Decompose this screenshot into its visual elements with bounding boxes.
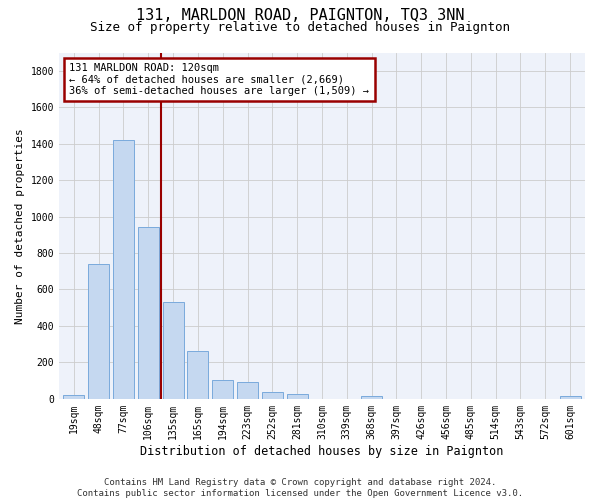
- Bar: [138, 228, 159, 399]
- Text: 131, MARLDON ROAD, PAIGNTON, TQ3 3NN: 131, MARLDON ROAD, PAIGNTON, TQ3 3NN: [136, 8, 464, 22]
- Bar: [63, 395, 85, 399]
- Bar: [361, 396, 382, 399]
- Bar: [560, 396, 581, 399]
- Bar: [212, 380, 233, 399]
- Bar: [237, 382, 258, 399]
- Text: 131 MARLDON ROAD: 120sqm
← 64% of detached houses are smaller (2,669)
36% of sem: 131 MARLDON ROAD: 120sqm ← 64% of detach…: [70, 63, 370, 96]
- Bar: [113, 140, 134, 399]
- Bar: [287, 394, 308, 399]
- Bar: [163, 302, 184, 399]
- Text: Size of property relative to detached houses in Paignton: Size of property relative to detached ho…: [90, 21, 510, 34]
- Bar: [262, 392, 283, 399]
- Bar: [88, 264, 109, 399]
- Text: Contains HM Land Registry data © Crown copyright and database right 2024.
Contai: Contains HM Land Registry data © Crown c…: [77, 478, 523, 498]
- Y-axis label: Number of detached properties: Number of detached properties: [15, 128, 25, 324]
- X-axis label: Distribution of detached houses by size in Paignton: Distribution of detached houses by size …: [140, 444, 503, 458]
- Bar: [187, 350, 208, 399]
